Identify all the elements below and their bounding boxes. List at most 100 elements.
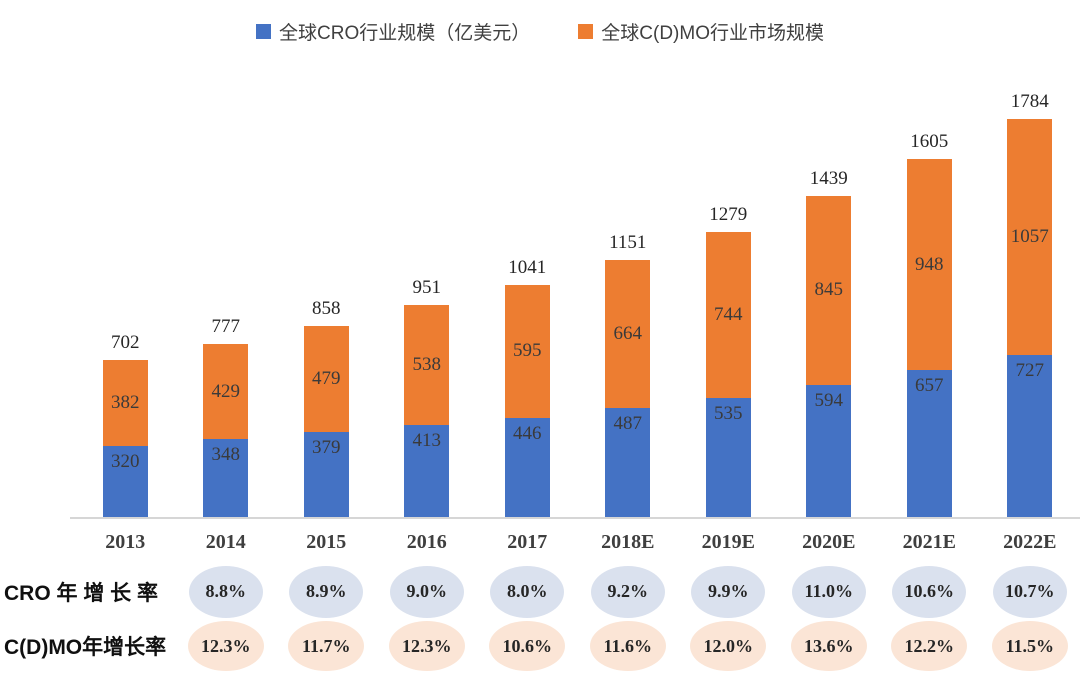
cro-bar-value: 594 — [814, 389, 844, 411]
cro-bar-value: 535 — [714, 402, 743, 424]
growth-cell-2013 — [75, 563, 176, 620]
growth-bubble: 12.3% — [388, 621, 465, 671]
cdmo-bar-value: 429 — [211, 380, 241, 402]
x-axis-label-2018E: 2018E — [601, 531, 655, 553]
growth-cell-2019E: 12.0% — [678, 620, 779, 672]
growth-cell-2014: 8.8% — [176, 563, 277, 620]
growth-value: 9.2% — [607, 581, 649, 601]
bar-column-2022E: 1784 1057 727 — [980, 85, 1080, 517]
cro-bar-value: 446 — [513, 422, 542, 444]
cdmo-bar-segment: 948 — [906, 158, 952, 371]
cro-bar-value: 320 — [111, 450, 140, 472]
bar-column-2016: 951 538 413 — [377, 85, 478, 517]
bar-stack: 1057 727 — [1007, 119, 1053, 517]
cdmo-legend-label: 全球C(D)MO行业市场规模 — [601, 23, 824, 44]
growth-value: 11.6% — [603, 635, 652, 656]
cdmo-bar-segment: 744 — [705, 231, 751, 398]
plot-area: 702 382 320 777 429 348 858 479 379 951 538 413 1041… — [75, 85, 1080, 517]
bar-total-label: 1605 — [910, 130, 949, 152]
cdmo-bar-value: 948 — [915, 253, 944, 275]
bar-column-2015: 858 479 379 — [276, 85, 377, 517]
growth-row-cro-cells: 8.8% 8.9% 9.0% 8.0% 9.2% 9.9% 11.0% 10.6% 10.7% — [75, 563, 1080, 620]
cdmo-bar-segment: 479 — [303, 325, 349, 433]
x-axis-label-2014: 2014 — [205, 531, 246, 553]
growth-value: 12.3% — [402, 635, 452, 656]
growth-value: 8.0% — [507, 581, 548, 601]
growth-value: 11.5% — [1005, 635, 1054, 656]
cro-bar-segment: 379 — [303, 432, 349, 517]
growth-bubble: 9.0% — [389, 565, 464, 618]
growth-value: 12.3% — [201, 635, 251, 656]
growth-row-cro: CRO 年 增 长 率 8.8% 8.9% 9.0% 8.0% 9.2% 9.9% 11.0… — [0, 563, 1080, 620]
cro-bar-value: 379 — [312, 437, 341, 459]
legend-item-cro: 全球CRO行业规模（亿美元） — [256, 18, 530, 45]
cro-bar-segment: 487 — [605, 408, 651, 517]
bar-total-label: 1041 — [508, 256, 547, 278]
bar-total-label: 702 — [111, 332, 140, 354]
growth-cell-2020E: 13.6% — [779, 620, 880, 672]
x-axis-label-2019E: 2019E — [701, 531, 755, 553]
bar-column-2013: 702 382 320 — [75, 85, 176, 517]
cro-bar-segment: 657 — [906, 370, 952, 517]
growth-value: 8.8% — [205, 581, 247, 601]
cdmo-bar-value: 382 — [111, 392, 140, 414]
cdmo-bar-segment: 429 — [203, 343, 249, 440]
cro-bar-value: 348 — [211, 444, 241, 466]
growth-bubble: 8.8% — [188, 565, 263, 618]
cdmo-bar-segment: 1057 — [1007, 119, 1053, 355]
bar-stack: 664 487 — [605, 260, 651, 517]
growth-bubble: 13.6% — [790, 621, 867, 671]
bar-stack: 429 348 — [203, 343, 249, 517]
cdmo-bar-value: 664 — [613, 323, 643, 345]
growth-bubble: 12.3% — [187, 621, 264, 671]
growth-bubble: 9.2% — [590, 565, 665, 618]
cro-bar-segment: 446 — [504, 417, 550, 517]
growth-bubble: 10.6% — [892, 565, 967, 618]
bar-column-2019E: 1279 744 535 — [678, 85, 779, 517]
growth-cell-2019E: 9.9% — [678, 563, 779, 620]
bar-column-2017: 1041 595 446 — [477, 85, 578, 517]
cro-legend-swatch-icon — [256, 24, 272, 39]
cdmo-bar-value: 1057 — [1010, 225, 1049, 247]
growth-bubble: 9.9% — [691, 565, 766, 618]
growth-value: 12.0% — [703, 635, 754, 656]
growth-cell-2021E: 12.2% — [879, 620, 980, 672]
growth-bubble: 11.5% — [991, 621, 1068, 671]
x-axis-labels: 2013 2014 2015 2016 2017 2018E 2019E 2020E 2021E… — [75, 527, 1080, 557]
bar-stack: 948 657 — [906, 158, 952, 517]
growth-cell-2022E: 10.7% — [980, 563, 1080, 620]
cro-bar-value: 413 — [412, 429, 442, 451]
bar-total-label: 777 — [211, 315, 241, 337]
cdmo-bar-segment: 845 — [806, 196, 852, 385]
cdmo-bar-value: 845 — [814, 279, 844, 301]
legend-item-cdmo: 全球C(D)MO行业市场规模 — [578, 18, 824, 45]
cro-bar-value: 657 — [915, 375, 944, 397]
bar-column-2018E: 1151 664 487 — [578, 85, 679, 517]
bar-stack: 845 594 — [806, 196, 852, 517]
cdmo-bar-value: 538 — [412, 353, 442, 375]
bar-total-label: 1151 — [609, 232, 647, 254]
growth-row-cdmo-label: C(D)MO年增长率 — [4, 636, 167, 659]
bar-column-2020E: 1439 845 594 — [779, 85, 880, 517]
growth-bubble: 11.0% — [791, 565, 866, 618]
growth-cell-2020E: 11.0% — [779, 563, 880, 620]
growth-bubble: 12.2% — [891, 621, 968, 671]
growth-cell-2018E: 11.6% — [578, 620, 679, 672]
bar-stack: 595 446 — [504, 284, 550, 517]
x-axis-label-2015: 2015 — [306, 531, 347, 553]
growth-value: 8.9% — [306, 581, 347, 601]
x-axis-line — [70, 517, 1080, 519]
growth-value: 9.9% — [708, 581, 749, 601]
cro-bar-segment: 535 — [705, 397, 751, 517]
x-axis-label-2013: 2013 — [105, 531, 146, 553]
growth-bubble: 8.0% — [490, 565, 565, 618]
cdmo-bar-value: 595 — [513, 340, 542, 362]
growth-cell-2015: 8.9% — [276, 563, 377, 620]
bar-stack: 538 413 — [404, 304, 450, 517]
growth-row-cro-label: CRO 年 增 长 率 — [4, 581, 159, 605]
legend: 全球CRO行业规模（亿美元） 全球C(D)MO行业市场规模 — [0, 18, 1080, 45]
bar-total-label: 858 — [312, 297, 341, 319]
cro-bar-segment: 320 — [102, 445, 148, 517]
bar-stack: 479 379 — [303, 325, 349, 517]
growth-bubble: 12.0% — [690, 621, 767, 671]
